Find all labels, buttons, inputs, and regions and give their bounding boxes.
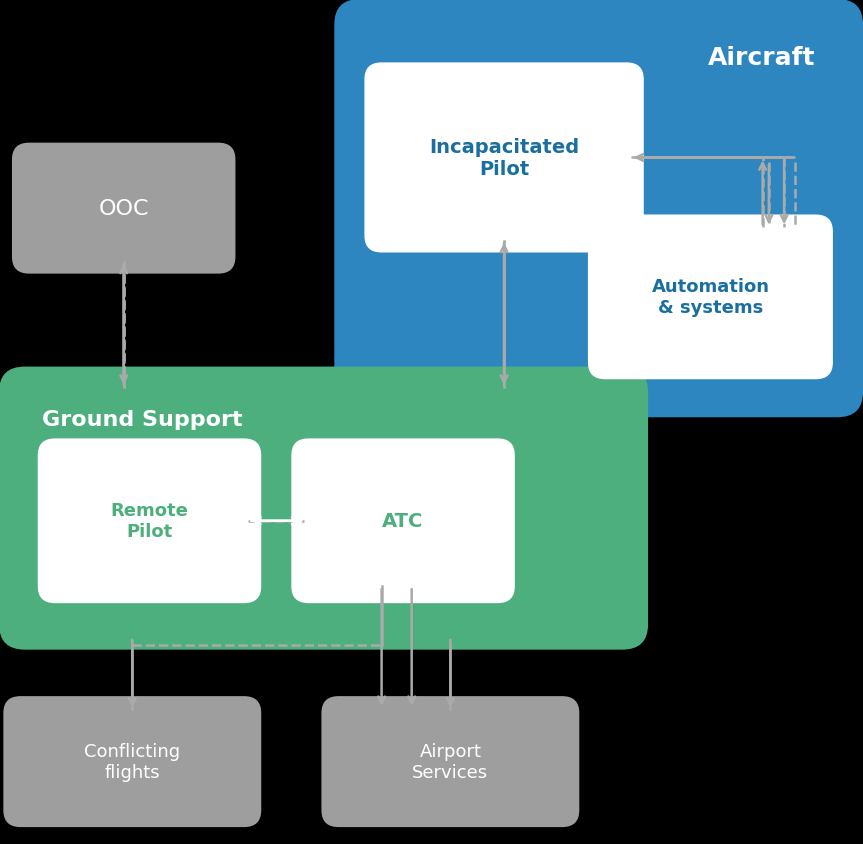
FancyBboxPatch shape <box>588 215 833 380</box>
Text: Automation
& systems: Automation & systems <box>652 279 770 316</box>
Text: Remote
Pilot: Remote Pilot <box>110 502 188 540</box>
FancyBboxPatch shape <box>3 696 261 827</box>
Text: Incapacitated
Pilot: Incapacitated Pilot <box>429 138 579 179</box>
FancyBboxPatch shape <box>0 367 648 650</box>
FancyBboxPatch shape <box>364 63 644 253</box>
Text: Ground Support: Ground Support <box>42 409 243 430</box>
FancyBboxPatch shape <box>38 439 261 603</box>
Text: ATC: ATC <box>382 511 424 531</box>
Text: OOC: OOC <box>98 199 149 219</box>
Text: Airport
Services: Airport Services <box>413 743 488 781</box>
FancyBboxPatch shape <box>334 0 863 418</box>
Text: Aircraft: Aircraft <box>709 46 816 70</box>
Text: Conflicting
flights: Conflicting flights <box>85 743 180 781</box>
FancyBboxPatch shape <box>321 696 579 827</box>
FancyBboxPatch shape <box>292 439 515 603</box>
FancyBboxPatch shape <box>12 143 236 274</box>
